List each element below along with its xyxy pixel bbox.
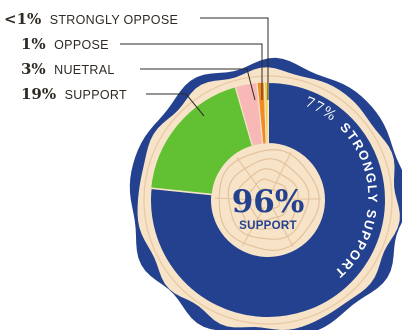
wood-crack [271,206,294,247]
callout-pct-nuetral: 3% [21,60,46,78]
wood-crack [275,198,321,200]
wood-crack [215,197,261,201]
callout-name-strongly-oppose: STRONGLY OPPOSE [50,13,178,27]
callout-pct-strongly-oppose: <1% [4,10,41,28]
callout-name-support: SUPPORT [65,88,127,102]
slices-group [149,80,387,319]
wood-core [212,144,324,256]
tree-ring [246,178,288,222]
callouts-group: <1% STRONGLY OPPOSE 1% OPPOSE 3% NUETRAL… [4,10,269,117]
callout-nuetral: 3% NUETRAL [21,60,115,78]
callout-pct-oppose: 1% [21,35,46,53]
callout-support: 19% SUPPORT [21,85,127,103]
callout-strongly-oppose: <1% STRONGLY OPPOSE [4,10,178,28]
callout-name-oppose: OPPOSE [54,38,109,52]
wood-crack [236,156,264,195]
wood-crack [241,206,265,247]
leader-support [146,93,205,117]
callout-oppose: 1% OPPOSE [21,35,109,53]
callout-pct-support: 19% [21,85,56,103]
tree-ring [236,168,299,230]
center-label: SUPPORT [239,220,297,232]
leader-oppose [120,43,263,100]
center-percent: 96% [232,184,305,220]
callout-name-nuetral: NUETRAL [54,63,114,77]
leader-strongly-oppose [200,17,269,100]
wood-crack [270,152,292,193]
leader-nuetral [140,68,256,101]
tree-ring [227,158,310,240]
tree-ring [255,188,281,213]
tree-ring [218,149,320,251]
